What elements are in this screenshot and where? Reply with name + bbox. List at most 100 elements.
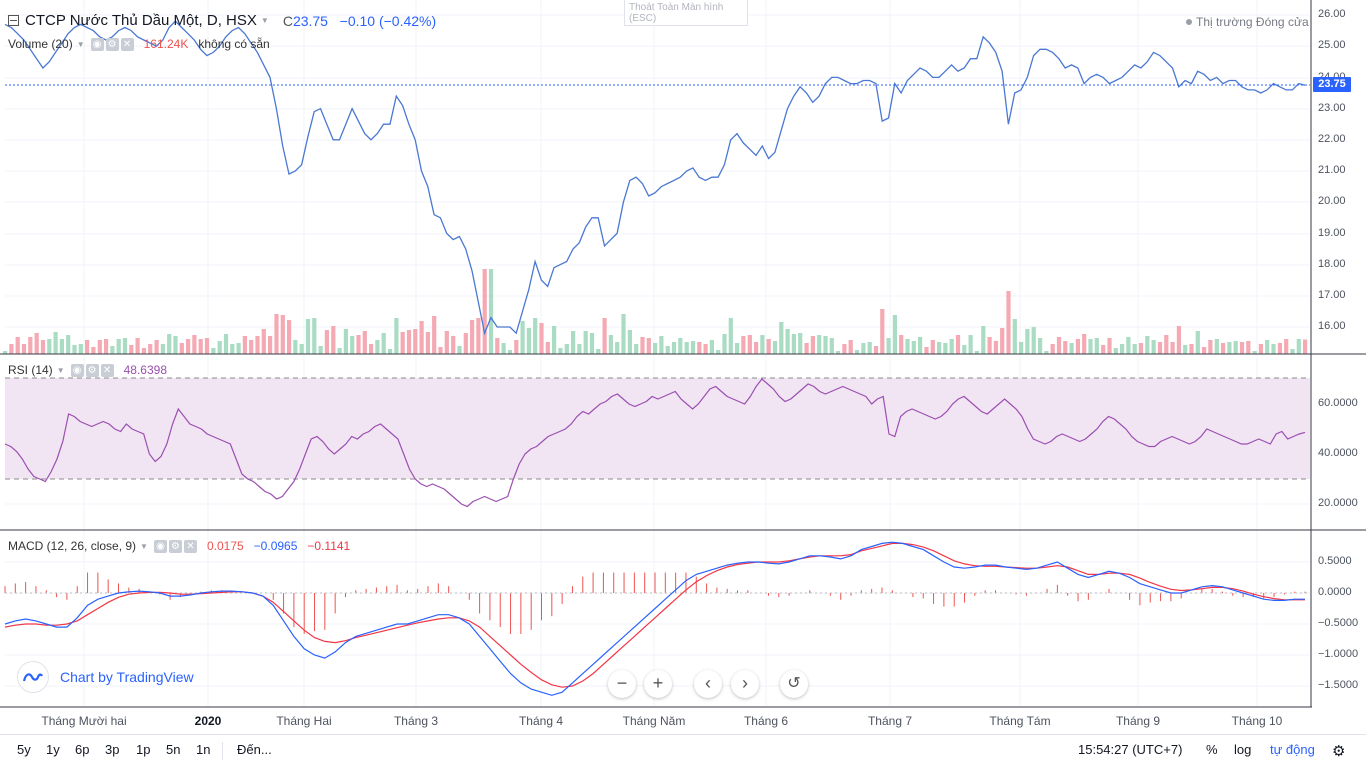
volume-bar-down: [930, 340, 935, 354]
percent-scale-button[interactable]: %: [1206, 742, 1218, 757]
zoom-out-button[interactable]: −: [608, 670, 636, 698]
volume-bar-down: [129, 345, 134, 354]
volume-bar-up: [974, 351, 979, 354]
volume-bar-down: [198, 339, 203, 354]
volume-bar-up: [968, 335, 973, 354]
eye-icon[interactable]: ◉: [70, 363, 84, 377]
volume-bar-down: [754, 342, 759, 354]
scroll-left-button[interactable]: ‹: [694, 670, 722, 698]
volume-bar-up: [230, 344, 235, 354]
eye-icon[interactable]: ◉: [90, 37, 104, 51]
clock[interactable]: 15:54:27 (UTC+7): [1078, 742, 1183, 757]
volume-bar-up: [627, 330, 632, 354]
close-icon[interactable]: ✕: [120, 37, 134, 51]
log-scale-button[interactable]: log: [1234, 742, 1252, 757]
volume-bar-up: [564, 344, 569, 354]
scroll-right-button[interactable]: ›: [731, 670, 759, 698]
volume-bar-up: [110, 346, 115, 354]
price-axis-label: 23.00: [1318, 102, 1346, 114]
volume-bar-down: [204, 338, 210, 354]
range-button-1p[interactable]: 1p: [136, 742, 151, 757]
range-button-3p[interactable]: 3p: [105, 742, 120, 757]
chart-canvas[interactable]: [0, 0, 1366, 734]
volume-bar-up: [861, 343, 866, 354]
volume-bar-up: [867, 342, 872, 354]
volume-bar-up: [854, 350, 860, 354]
volume-bar-up: [1025, 329, 1030, 354]
volume-bar-up: [583, 331, 588, 354]
tradingview-logo-icon: [17, 661, 49, 693]
eye-icon[interactable]: ◉: [153, 539, 167, 553]
volume-bar-down: [842, 344, 847, 354]
volume-bar-up: [211, 348, 216, 354]
market-status: Thị trường Đóng cửa: [1186, 15, 1309, 29]
rsi-legend[interactable]: RSI (14) ▼ ◉ ⚙ ✕ 48.6398: [8, 363, 167, 377]
volume-bar-up: [1145, 336, 1150, 354]
volume-bar-down: [1157, 342, 1163, 354]
volume-bar-up: [507, 350, 513, 354]
chevron-down-icon[interactable]: ▼: [76, 39, 85, 49]
volume-bar-down: [1063, 341, 1068, 354]
symbol-legend[interactable]: CTCP Nước Thủ Dầu Một, D, HSX ▼ C23.75 −…: [8, 12, 436, 29]
volume-bar-up: [886, 338, 891, 354]
volume-bar-down: [1202, 347, 1207, 354]
gear-icon[interactable]: ⚙: [168, 539, 182, 553]
gear-icon[interactable]: ⚙: [1332, 743, 1346, 760]
close-icon[interactable]: ✕: [100, 363, 114, 377]
close-icon[interactable]: ✕: [183, 539, 197, 553]
volume-bar-up: [1120, 344, 1125, 354]
range-button-5n[interactable]: 5n: [166, 742, 181, 757]
volume-bar-up: [520, 321, 525, 354]
volume-bar-down: [141, 348, 146, 354]
macd-value: −0.0965: [253, 539, 298, 553]
rsi-axis-label: 20.0000: [1318, 497, 1358, 509]
volume-bar-up: [735, 343, 740, 354]
gear-icon[interactable]: ⚙: [105, 37, 119, 51]
time-axis-label: Tháng 6: [743, 714, 789, 728]
volume-bar-down: [356, 335, 361, 354]
range-button-6p[interactable]: 6p: [75, 742, 90, 757]
volume-bar-down: [703, 344, 708, 354]
volume-legend[interactable]: Volume (20) ▼ ◉ ⚙ ✕ 161.24K không có sẵn: [8, 37, 270, 51]
zoom-in-button[interactable]: +: [644, 670, 672, 698]
volume-value: 161.24K: [143, 37, 189, 51]
bottom-toolbar: 5y 1y 6p 3p 1p 5n 1n Đến... 15:54:27 (UTC+7) %…: [0, 734, 1366, 769]
ohlc-values: C23.75 −0.10 (−0.42%): [282, 12, 437, 29]
volume-bar-up: [488, 269, 494, 354]
volume-bar-up: [577, 344, 582, 354]
fullscreen-exit-tooltip[interactable]: Thoát Toàn Màn hình (ESC): [624, 0, 748, 26]
status-dot-icon: [1186, 19, 1192, 25]
volume-bar-down: [179, 343, 184, 354]
auto-scale-button[interactable]: tự động: [1270, 742, 1315, 757]
volume-bar-down: [987, 337, 992, 354]
volume-bar-up: [653, 343, 658, 354]
volume-bar-up: [223, 334, 229, 354]
range-button-1n[interactable]: 1n: [196, 742, 211, 757]
collapse-icon[interactable]: [8, 15, 19, 26]
volume-bar-up: [350, 336, 355, 354]
chevron-down-icon[interactable]: ▼: [260, 16, 269, 25]
reset-chart-button[interactable]: ↺: [780, 670, 808, 698]
volume-bar-up: [621, 314, 626, 354]
volume-bar-down: [1138, 343, 1144, 354]
price-axis-label: 18.00: [1318, 258, 1346, 270]
tradingview-branding[interactable]: Chart by TradingView: [17, 661, 194, 693]
volume-bar-down: [747, 335, 752, 354]
volume-bar-up: [47, 339, 52, 354]
volume-bar-up: [785, 329, 790, 354]
macd-legend[interactable]: MACD (12, 26, close, 9) ▼ ◉ ⚙ ✕ 0.0175 −…: [8, 539, 350, 553]
chevron-down-icon[interactable]: ▼: [140, 541, 148, 551]
time-axis-label: Tháng Tám: [989, 714, 1051, 728]
volume-bar-down: [1303, 339, 1308, 354]
range-button-5y[interactable]: 5y: [17, 742, 31, 757]
volume-bar-up: [1038, 338, 1043, 354]
volume-bar-up: [72, 345, 77, 354]
goto-date-button[interactable]: Đến...: [237, 742, 272, 757]
volume-bar-down: [1246, 341, 1251, 354]
volume-bar-up: [1227, 342, 1232, 354]
gear-icon[interactable]: ⚙: [85, 363, 99, 377]
volume-bar-down: [9, 344, 14, 354]
chevron-down-icon[interactable]: ▼: [56, 365, 65, 375]
volume-bar-down: [1284, 339, 1289, 354]
range-button-1y[interactable]: 1y: [46, 742, 60, 757]
